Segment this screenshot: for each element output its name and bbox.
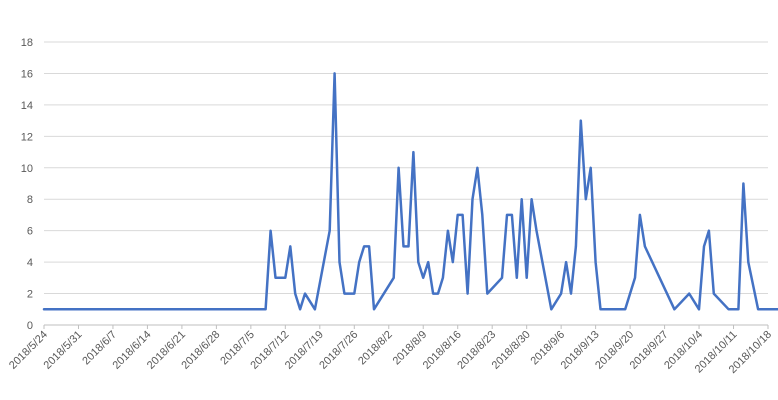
- y-tick-label: 2: [27, 289, 33, 301]
- x-axis: [43, 324, 769, 329]
- y-tick-label: 14: [21, 100, 33, 112]
- series-layer: [42, 72, 778, 311]
- y-tick-label: 18: [21, 37, 33, 49]
- y-tick-label: 12: [21, 131, 33, 143]
- y-axis-tick-labels: 0 2 4 6 8 10 12 14 16 18: [21, 37, 33, 332]
- y-tick-label: 4: [27, 257, 33, 269]
- gridlines: [44, 41, 768, 295]
- y-tick-label: 16: [21, 68, 33, 80]
- y-tick-label: 0: [27, 320, 33, 332]
- x-tick-label: 2018/8/2: [356, 329, 395, 368]
- y-tick-label: 6: [27, 226, 33, 238]
- series-line: [42, 72, 778, 311]
- y-tick-label: 8: [27, 194, 33, 206]
- y-tick-label: 10: [21, 163, 33, 175]
- x-axis-tick-labels: 2018/5/242018/5/312018/6/72018/6/142018/…: [7, 329, 774, 376]
